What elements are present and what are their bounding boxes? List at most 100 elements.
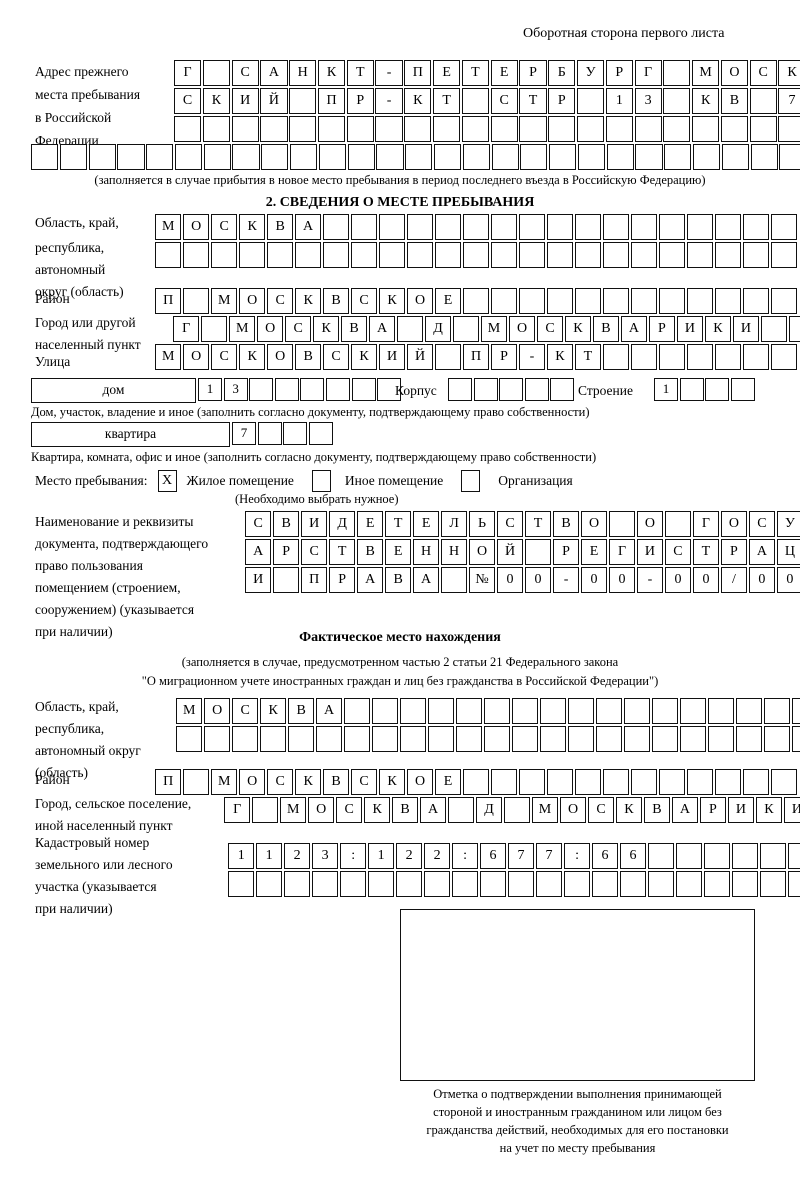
char-cell[interactable] — [788, 316, 800, 342]
char-cell[interactable] — [602, 242, 630, 268]
char-cell[interactable]: С — [335, 797, 363, 823]
char-cell[interactable] — [663, 116, 691, 142]
char-cell[interactable] — [630, 288, 658, 314]
char-cell[interactable]: О — [307, 797, 335, 823]
char-cell[interactable] — [259, 726, 287, 752]
char-cell[interactable] — [483, 726, 511, 752]
char-cell[interactable] — [315, 726, 343, 752]
char-cell[interactable]: В — [266, 214, 294, 240]
char-cell[interactable]: А — [748, 539, 776, 565]
char-cell[interactable]: С — [231, 60, 259, 86]
char-cell[interactable]: Т — [433, 88, 461, 114]
char-cell[interactable] — [714, 242, 742, 268]
char-cell[interactable] — [608, 511, 636, 537]
char-cell[interactable]: И — [727, 797, 755, 823]
char-cell[interactable]: 3 — [634, 88, 662, 114]
char-cell[interactable]: С — [284, 316, 312, 342]
char-cell[interactable]: Р — [490, 344, 518, 370]
char-cell[interactable] — [602, 288, 630, 314]
char-cell[interactable]: С — [231, 698, 259, 724]
char-cell[interactable] — [742, 769, 770, 795]
char-cell[interactable]: К — [294, 288, 322, 314]
char-cell[interactable]: С — [748, 511, 776, 537]
char-cell[interactable] — [535, 871, 563, 897]
char-cell[interactable] — [490, 214, 518, 240]
char-cell[interactable]: М — [176, 698, 203, 724]
char-cell[interactable]: Й — [260, 88, 288, 114]
char-cell[interactable]: № — [468, 567, 496, 593]
char-cell[interactable]: К — [704, 316, 732, 342]
char-cell[interactable] — [651, 726, 679, 752]
char-cell[interactable] — [202, 116, 230, 142]
char-cell[interactable] — [274, 378, 299, 401]
char-cell[interactable] — [311, 871, 339, 897]
char-cell[interactable]: В — [322, 769, 350, 795]
char-cell[interactable] — [339, 871, 367, 897]
char-cell[interactable]: И — [732, 316, 760, 342]
char-cell[interactable]: К — [294, 769, 322, 795]
char-cell[interactable] — [266, 242, 294, 268]
char-cell[interactable]: О — [636, 511, 664, 537]
char-cell[interactable] — [343, 726, 371, 752]
char-cell[interactable] — [647, 843, 675, 869]
char-cell[interactable] — [779, 144, 800, 170]
prev-address-row-4[interactable] — [31, 144, 800, 170]
char-cell[interactable]: Д — [424, 316, 452, 342]
char-cell[interactable]: К — [363, 797, 391, 823]
char-cell[interactable] — [791, 726, 800, 752]
char-cell[interactable]: Г — [174, 60, 202, 86]
char-cell[interactable]: - — [375, 60, 403, 86]
char-cell[interactable]: Р — [720, 539, 748, 565]
char-cell[interactable]: А — [671, 797, 699, 823]
document-row-1[interactable]: СВИДЕТЕЛЬСТВООГОСУД — [245, 511, 800, 537]
char-cell[interactable] — [490, 242, 518, 268]
char-cell[interactable] — [479, 871, 507, 897]
char-cell[interactable]: 1 — [228, 843, 255, 869]
char-cell[interactable] — [602, 769, 630, 795]
char-cell[interactable] — [576, 116, 605, 142]
char-cell[interactable]: 0 — [496, 567, 524, 593]
char-cell[interactable]: Е — [384, 539, 412, 565]
char-cell[interactable]: А — [315, 698, 343, 724]
char-cell[interactable]: К — [564, 316, 592, 342]
char-cell[interactable] — [511, 726, 539, 752]
flat-number-row[interactable]: 7 — [232, 422, 333, 445]
char-cell[interactable] — [663, 60, 691, 86]
char-cell[interactable] — [427, 698, 455, 724]
char-cell[interactable] — [347, 144, 375, 170]
prev-address-row-3[interactable] — [174, 116, 800, 142]
char-cell[interactable] — [176, 726, 203, 752]
char-cell[interactable] — [770, 242, 798, 268]
char-cell[interactable] — [714, 344, 742, 370]
char-cell[interactable] — [518, 242, 546, 268]
char-cell[interactable] — [519, 116, 547, 142]
char-cell[interactable]: П — [317, 88, 346, 114]
stay-type-checkbox-inoe[interactable] — [311, 470, 331, 493]
char-cell[interactable]: 2 — [283, 843, 311, 869]
char-cell[interactable] — [686, 214, 714, 240]
char-cell[interactable] — [549, 144, 577, 170]
char-cell[interactable] — [322, 214, 350, 240]
char-cell[interactable] — [182, 769, 210, 795]
char-cell[interactable]: О — [182, 344, 210, 370]
char-cell[interactable] — [735, 698, 763, 724]
char-cell[interactable]: Р — [519, 60, 547, 86]
stay-type-checkbox-zhiloe[interactable]: Х — [157, 470, 177, 493]
char-cell[interactable]: С — [322, 344, 350, 370]
char-cell[interactable]: : — [451, 843, 479, 869]
char-cell[interactable]: И — [245, 567, 272, 593]
char-cell[interactable]: 0 — [524, 567, 552, 593]
char-cell[interactable] — [518, 214, 546, 240]
char-cell[interactable]: К — [202, 88, 230, 114]
char-cell[interactable] — [483, 698, 511, 724]
char-cell[interactable]: А — [419, 797, 447, 823]
char-cell[interactable]: У — [576, 60, 605, 86]
region-row-2[interactable] — [155, 242, 798, 268]
char-cell[interactable] — [88, 144, 116, 170]
char-cell[interactable] — [546, 242, 574, 268]
char-cell[interactable] — [770, 344, 798, 370]
char-cell[interactable]: С — [749, 60, 777, 86]
